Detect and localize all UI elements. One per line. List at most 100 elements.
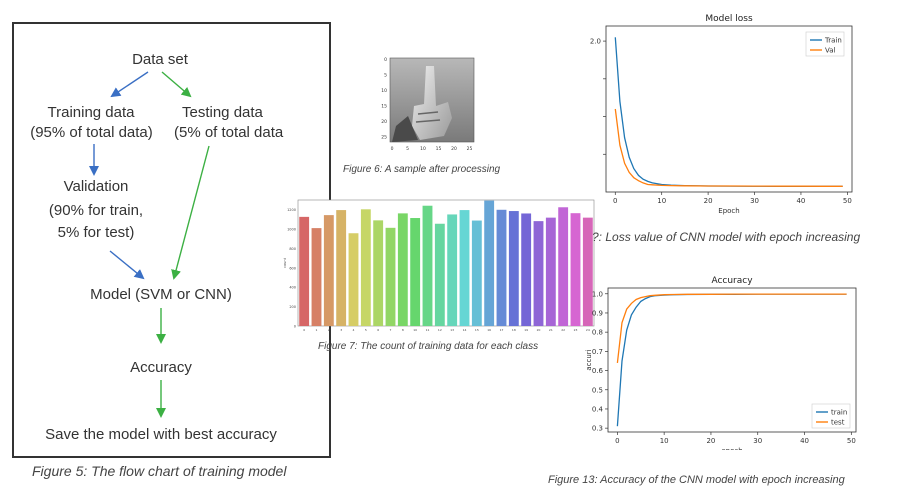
- count-bar: [508, 211, 519, 326]
- count-x-tick: 1: [316, 328, 318, 332]
- loss-legend: [805, 31, 845, 57]
- sample-x-tick: 25: [467, 146, 473, 152]
- count-bar: [545, 217, 556, 326]
- count-bar: [570, 213, 581, 326]
- node-training-line1: Training data: [47, 104, 135, 121]
- loss-x-tick: 20: [704, 197, 713, 205]
- count-y-tick: 600: [289, 266, 296, 270]
- sample-y-tick: 10: [381, 88, 387, 94]
- count-x-tick: 6: [377, 328, 379, 332]
- count-bar: [533, 221, 544, 326]
- arrow-dataset-to-testing: [161, 71, 192, 98]
- count-x-tick: 8: [402, 328, 404, 332]
- count-bar: [582, 217, 593, 326]
- count-bar: [410, 218, 421, 326]
- count-x-tick: 15: [475, 328, 479, 332]
- count-x-tick: 22: [561, 328, 565, 332]
- sample-y-ticks: 0 5 10 15 20 25: [381, 57, 387, 141]
- flowchart-arrows: [89, 71, 210, 418]
- count-x-tick: 0: [303, 328, 305, 332]
- count-x-tick: 14: [463, 328, 467, 332]
- acc-series-test: [616, 293, 847, 363]
- count-x-tick: 13: [450, 328, 454, 332]
- loss-caption: ?: Loss value of CNN model with epoch in…: [592, 230, 861, 244]
- count-x-tick: 7: [390, 328, 392, 332]
- acc-x-tick: 40: [800, 437, 809, 445]
- loss-x-tick: 50: [843, 197, 852, 205]
- acc-y-tick: 0.6: [592, 367, 604, 375]
- node-validation-line3: 5% for test): [57, 224, 135, 241]
- loss-x-label: Epoch: [718, 207, 739, 215]
- count-x-tick: 17: [500, 328, 504, 332]
- count-bar: [373, 220, 384, 326]
- count-bar: [348, 233, 359, 326]
- loss-legend-label: Val: [825, 47, 836, 55]
- loss-x-tick: 0: [613, 197, 617, 205]
- count-bar: [496, 209, 507, 326]
- loss-y-tick: 2.0: [590, 38, 601, 46]
- loss-legend-label: Train: [824, 37, 842, 45]
- acc-y-tick: 0.7: [592, 348, 603, 356]
- count-x-tick: 24: [586, 328, 590, 332]
- count-x-tick: 11: [426, 328, 430, 332]
- count-bar: [311, 228, 322, 326]
- loss-series-val: [614, 108, 843, 187]
- node-save: Save the model with best accuracy: [45, 426, 277, 443]
- sample-y-tick: 0: [384, 57, 387, 63]
- sample-y-tick: 5: [384, 73, 387, 79]
- arrow-testing-to-model: [171, 145, 210, 280]
- node-validation-line2: (90% for train,: [48, 202, 144, 219]
- arrow-dataset-to-training: [110, 71, 149, 98]
- loss-x-tick: 10: [657, 197, 666, 205]
- count-bar: [521, 213, 532, 326]
- count-plot-frame: [297, 199, 595, 327]
- figure5-caption: Figure 5: The flow chart of training mod…: [32, 463, 287, 479]
- acc-x-tick: 30: [753, 437, 762, 445]
- count-y-tick: 1000: [287, 228, 296, 232]
- acc-y-tick: 0.8: [592, 329, 603, 337]
- acc-x-tick: 0: [615, 437, 619, 445]
- hand-sign-image: [392, 66, 452, 142]
- acc-legend-label: train: [831, 409, 847, 417]
- loss-line-chart: Model loss 0 10 20 30 40 50 2.0 Epoch Train Val: [590, 14, 853, 215]
- count-x-tick: 23: [574, 328, 578, 332]
- count-y-label: count: [283, 257, 287, 268]
- sample-x-tick: 10: [420, 146, 426, 152]
- arrow-validation-to-model: [109, 250, 145, 280]
- node-accuracy: Accuracy: [130, 359, 192, 376]
- acc-legend: [811, 403, 851, 429]
- accuracy-line-chart: Accuracy 0 10 20 30 40 50 0.3 0.4 0.5 0.6 0.7 0.8 0.9…: [585, 276, 857, 450]
- count-bar: [471, 220, 482, 326]
- node-training-line2: (95% of total data): [30, 124, 153, 141]
- sample-x-tick: 5: [406, 146, 409, 152]
- acc-y-tick: 0.4: [592, 405, 604, 413]
- count-x-tick: 3: [340, 328, 342, 332]
- count-bar: [385, 227, 396, 326]
- count-bar: [336, 210, 347, 326]
- count-y-tick: 0: [294, 325, 296, 329]
- sample-x-ticks: 0 5 10 15 20 25: [391, 146, 473, 152]
- count-x-tick: 12: [438, 328, 442, 332]
- count-x-tick: 2: [328, 328, 330, 332]
- sample-image-figure: 0 5 10 15 20 25 0 5 10 15 20 25: [381, 57, 475, 152]
- acc-legend-label: test: [831, 419, 845, 427]
- count-bar: [397, 213, 408, 326]
- acc-x-tick: 20: [706, 437, 715, 445]
- count-x-tick: 5: [365, 328, 367, 332]
- node-testing-line1: Testing data: [182, 104, 263, 121]
- figure7-caption: Figure 7: The count of training data for…: [318, 341, 539, 352]
- acc-x-tick: 10: [660, 437, 669, 445]
- acc-title: Accuracy: [711, 276, 753, 286]
- loss-x-tick: 40: [796, 197, 805, 205]
- count-y-tick: 800: [289, 247, 296, 251]
- sample-x-tick: 20: [451, 146, 457, 152]
- sample-y-tick: 20: [381, 119, 387, 125]
- acc-x-label: epoch: [721, 447, 742, 450]
- figure13-caption: Figure 13: Accuracy of the CNN model wit…: [548, 474, 845, 486]
- acc-y-tick: 0.5: [592, 386, 603, 394]
- count-bar: [558, 207, 569, 326]
- count-x-tick: 10: [413, 328, 417, 332]
- loss-x-tick: 30: [750, 197, 759, 205]
- count-bar: [323, 215, 334, 326]
